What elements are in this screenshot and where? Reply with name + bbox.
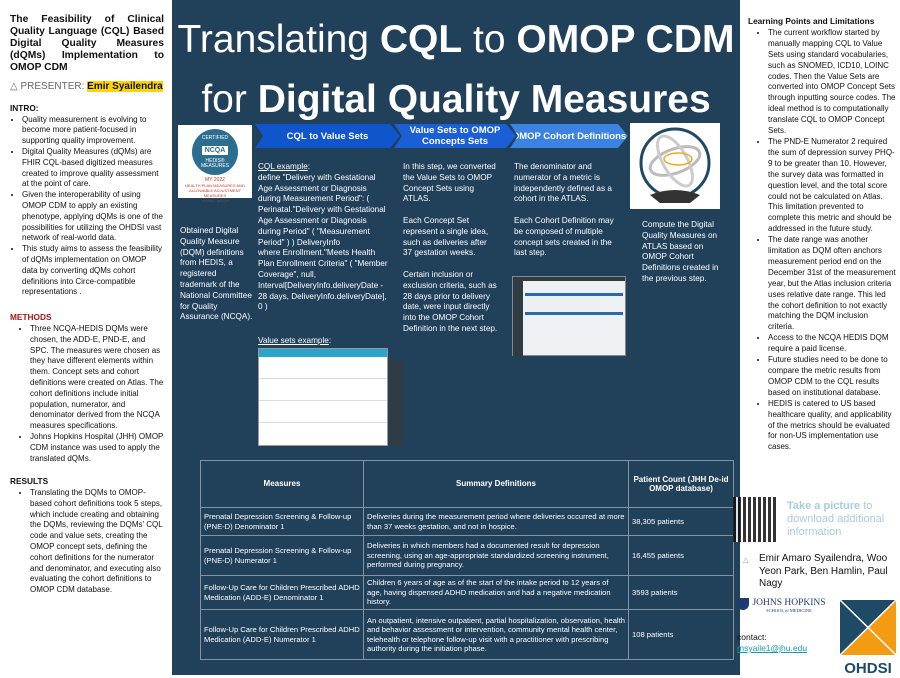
list-item: The current workflow started by manually…: [768, 28, 896, 137]
center-panel: Translating CQL to OMOP CDM for Digital …: [172, 0, 740, 675]
concept-sets-text: In this step, we converted the Value Set…: [403, 162, 498, 333]
list-item: Translating the DQMs to OMOP-based cohor…: [30, 488, 164, 596]
qr-caption: Take a picture to download additional in…: [787, 500, 885, 538]
main-title-line1: Translating CQL to OMOP CDM: [177, 18, 735, 61]
ncqa-certified-badge: CERTIFIED NCQA HEDIS® MEASURES MY 2022 H…: [178, 125, 252, 203]
learning-heading: Learning Points and Limitations: [748, 16, 875, 26]
cql-example: CQL example: define "Delivery with Gesta…: [258, 162, 388, 312]
poster-subtitle: The Feasibility of Clinical Quality Lang…: [10, 14, 164, 73]
list-item: Johns Hopkins Hospital (JHH) OMOP CDM in…: [30, 432, 164, 464]
table-row: Follow-Up Care for Children Prescribed A…: [200, 575, 734, 610]
list-item: The PND-E Numerator 2 required the sum o…: [768, 137, 896, 235]
table-row: Prenatal Depression Screening & Follow-u…: [200, 535, 734, 576]
presenter-label: PRESENTER:: [20, 81, 88, 92]
list-item: Quality measurement is evolving to becom…: [22, 115, 164, 147]
compute-text: Compute the Digital Quality Measures on …: [642, 220, 719, 283]
methods-heading: METHODS: [10, 312, 52, 323]
intro-list: Quality measurement is evolving to becom…: [10, 115, 164, 299]
qr-code[interactable]: [733, 497, 778, 542]
table-header: Measures: [200, 460, 364, 508]
left-column: The Feasibility of Clinical Quality Lang…: [0, 0, 172, 675]
contact: contact: msyaile1@jhu.edu: [737, 632, 808, 653]
list-item: The date range was another limitation as…: [768, 235, 896, 333]
cohort-text: The denominator and numerator of a metri…: [514, 162, 614, 258]
value-sets-table-image: [258, 348, 388, 446]
list-item: Future studies need to be done to compar…: [768, 355, 896, 399]
presenter-name: Emir Syailendra: [87, 81, 163, 92]
list-item: This study aims to assess the feasibilit…: [22, 244, 164, 298]
list-item: Access to the NCQA HEDIS DQM require a p…: [768, 333, 896, 355]
table-header: Summary Definitions: [363, 460, 629, 508]
jhu-logo: JOHNS HOPKINS SCHOOL of MEDICINE: [737, 598, 827, 613]
value-sets-label: Value sets example:: [258, 336, 332, 345]
authors: △ Emir Amaro Syailendra, Woo Yeon Park, B…: [743, 553, 888, 589]
obtain-text: Obtained Digital Quality Measure (DQM) d…: [180, 226, 253, 322]
atlas-logo: [630, 123, 720, 209]
step-value-sets-to-concepts: Value Sets to OMOP Concepts Sets: [394, 124, 516, 148]
results-heading: RESULTS: [10, 476, 49, 487]
list-item: Three NCQA-HEDIS DQMs were chosen, the A…: [30, 324, 164, 432]
ohdsi-logo: OHDSI: [837, 599, 899, 677]
list-item: Digital Quality Measures (dQMs) are FHIR…: [22, 147, 164, 190]
atlas-cohort-screenshot: [512, 276, 626, 357]
list-item: Given the interoperability of using OMOP…: [22, 190, 164, 244]
list-item: HEDIS is catered to US based healthcare …: [768, 399, 896, 454]
atlas-sidebar-image: [389, 360, 403, 446]
intro-heading: INTRO:: [10, 102, 39, 113]
table-row: Follow-Up Care for Children Prescribed A…: [200, 609, 734, 660]
results-list: Translating the DQMs to OMOP-based cohor…: [10, 488, 164, 596]
step-cohort-definitions: OMOP Cohort Definitions: [510, 124, 628, 148]
email-link[interactable]: msyaile1@jhu.edu: [737, 643, 808, 653]
person-icon: △: [743, 557, 749, 564]
measures-table: Measures Summary Definitions Patient Cou…: [200, 460, 734, 660]
table-header: Patient Count (JHH De-id OMOP database): [628, 460, 734, 508]
table-row: Prenatal Depression Screening & Follow-u…: [200, 507, 734, 536]
learning-list: The current workflow started by manually…: [748, 28, 896, 453]
methods-list: Three NCQA-HEDIS DQMs were chosen, the A…: [10, 324, 164, 464]
main-title-line2: for Digital Quality Measures: [201, 78, 711, 121]
step-cql-to-value-sets: CQL to Value Sets: [255, 124, 400, 148]
right-column: Learning Points and Limitations The curr…: [740, 0, 900, 675]
person-icon: △: [10, 81, 21, 92]
cql-example-code: define "Delivery with Gestational Age As…: [258, 172, 388, 312]
presenter: △ PRESENTER: Emir Syailendra: [10, 81, 164, 93]
cql-example-label: CQL example: [258, 162, 308, 171]
